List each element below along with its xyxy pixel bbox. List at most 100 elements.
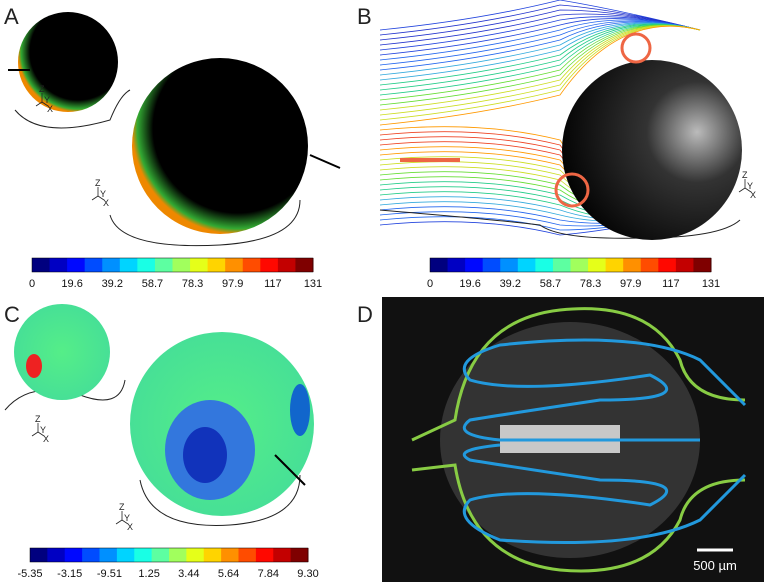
colorbar-segment bbox=[277, 258, 296, 272]
colorbar-label: 0 bbox=[29, 278, 35, 290]
surface-outline bbox=[139, 474, 301, 526]
streamline bbox=[379, 24, 701, 106]
micrograph bbox=[382, 297, 764, 582]
axis-label: X bbox=[750, 190, 756, 200]
colorbar-label: 19.6 bbox=[61, 278, 82, 290]
colorbar-label: 131 bbox=[304, 278, 322, 290]
colorbar-label: 5.64 bbox=[218, 568, 239, 580]
colorbar-segment bbox=[47, 548, 66, 562]
streamline bbox=[379, 20, 701, 66]
colorbar-segment bbox=[82, 548, 100, 562]
axis-triad bbox=[35, 93, 49, 107]
arrow bbox=[274, 454, 306, 486]
colorbar-segment bbox=[295, 258, 314, 272]
axis-label: X bbox=[43, 434, 49, 444]
colorbar-segment bbox=[570, 258, 589, 272]
axis-triad bbox=[738, 179, 752, 193]
streamline bbox=[379, 18, 701, 56]
colorbar-segment bbox=[102, 258, 121, 272]
colorbar-label: -9.51 bbox=[97, 568, 122, 580]
colorbar-segment bbox=[605, 258, 624, 272]
axis-label: Z bbox=[39, 84, 45, 94]
panel-label: B bbox=[357, 4, 372, 29]
streamline bbox=[379, 19, 701, 61]
colorbar-segment bbox=[535, 258, 554, 272]
axis-label: Y bbox=[40, 425, 46, 435]
colorbar-segment bbox=[500, 258, 519, 272]
colorbar-segment bbox=[190, 258, 209, 272]
streamline bbox=[379, 24, 701, 96]
streamline bbox=[379, 23, 701, 86]
colorbar-label: 117 bbox=[264, 278, 282, 290]
axis-label: X bbox=[47, 104, 53, 114]
colorbar-frame bbox=[31, 257, 314, 273]
colorbar-segment bbox=[32, 258, 51, 272]
streamline bbox=[379, 23, 701, 91]
colorbar-label: 9.30 bbox=[297, 568, 318, 580]
colorbar-segment bbox=[255, 548, 274, 562]
colorbar-label: 39.2 bbox=[102, 278, 123, 290]
colorbar-segment bbox=[465, 258, 484, 272]
colorbar-segment bbox=[207, 258, 226, 272]
colorbar-segment bbox=[84, 258, 103, 272]
colorbar-segment bbox=[169, 548, 187, 562]
colorbar-label: 97.9 bbox=[222, 278, 243, 290]
colorbar-segment bbox=[260, 258, 279, 272]
colorbar-segment bbox=[186, 548, 205, 562]
axis-label: X bbox=[103, 198, 109, 208]
axis-label: Y bbox=[124, 513, 130, 523]
streamline bbox=[379, 21, 701, 71]
colorbar-frame bbox=[429, 257, 712, 273]
colorbar-label: 58.7 bbox=[142, 278, 163, 290]
colorbar-label: -3.15 bbox=[57, 568, 82, 580]
axis-label: X bbox=[127, 522, 133, 532]
colorbar-segment bbox=[221, 548, 239, 562]
colorbar-segment bbox=[482, 258, 501, 272]
colorbar-segment bbox=[290, 548, 309, 562]
colorbar-segment bbox=[64, 548, 83, 562]
inner-flow bbox=[462, 338, 747, 544]
colorbar-label: 78.3 bbox=[580, 278, 601, 290]
streamline bbox=[379, 13, 701, 46]
colorbar-label: 78.3 bbox=[182, 278, 203, 290]
axis-label: Y bbox=[44, 95, 50, 105]
colorbar-label: 1.25 bbox=[138, 568, 159, 580]
colorbar-segment bbox=[430, 258, 449, 272]
surface-outline bbox=[109, 199, 301, 247]
surface-outline bbox=[379, 209, 741, 239]
streamline bbox=[379, 25, 701, 126]
colorbar-segment bbox=[134, 548, 153, 562]
panel-label: D bbox=[357, 302, 373, 327]
colorbar-segment bbox=[154, 258, 173, 272]
axis-label: Z bbox=[742, 170, 748, 180]
colorbar-segment bbox=[658, 258, 677, 272]
axis-label: Z bbox=[119, 502, 125, 512]
axis-label: Y bbox=[100, 189, 106, 199]
colorbar-segment bbox=[49, 258, 68, 272]
colorbar-segment bbox=[517, 258, 536, 272]
droplet-small bbox=[18, 12, 118, 112]
streamline bbox=[379, 0, 701, 31]
axis-label: Y bbox=[747, 181, 753, 191]
colorbar-segment bbox=[588, 258, 607, 272]
colorbar-label: 117 bbox=[662, 278, 680, 290]
hot-spot bbox=[26, 354, 42, 378]
colorbar-label: 3.44 bbox=[178, 568, 199, 580]
colorbar-label: -5.35 bbox=[17, 568, 42, 580]
colorbar-segment bbox=[552, 258, 571, 272]
colorbar-segment bbox=[203, 548, 222, 562]
vortex-marker bbox=[620, 32, 652, 64]
axis-triad bbox=[31, 423, 45, 437]
colorbar-segment bbox=[119, 258, 138, 272]
panel-label: C bbox=[4, 302, 20, 327]
panel-label: A bbox=[4, 4, 19, 29]
colorbar-segment bbox=[225, 258, 244, 272]
streamline bbox=[379, 22, 701, 76]
colorbar-segment bbox=[172, 258, 191, 272]
colorbar-segment bbox=[447, 258, 466, 272]
droplet-large bbox=[132, 58, 308, 234]
colorbar-segment bbox=[137, 258, 156, 272]
colorbar-label: 131 bbox=[702, 278, 720, 290]
